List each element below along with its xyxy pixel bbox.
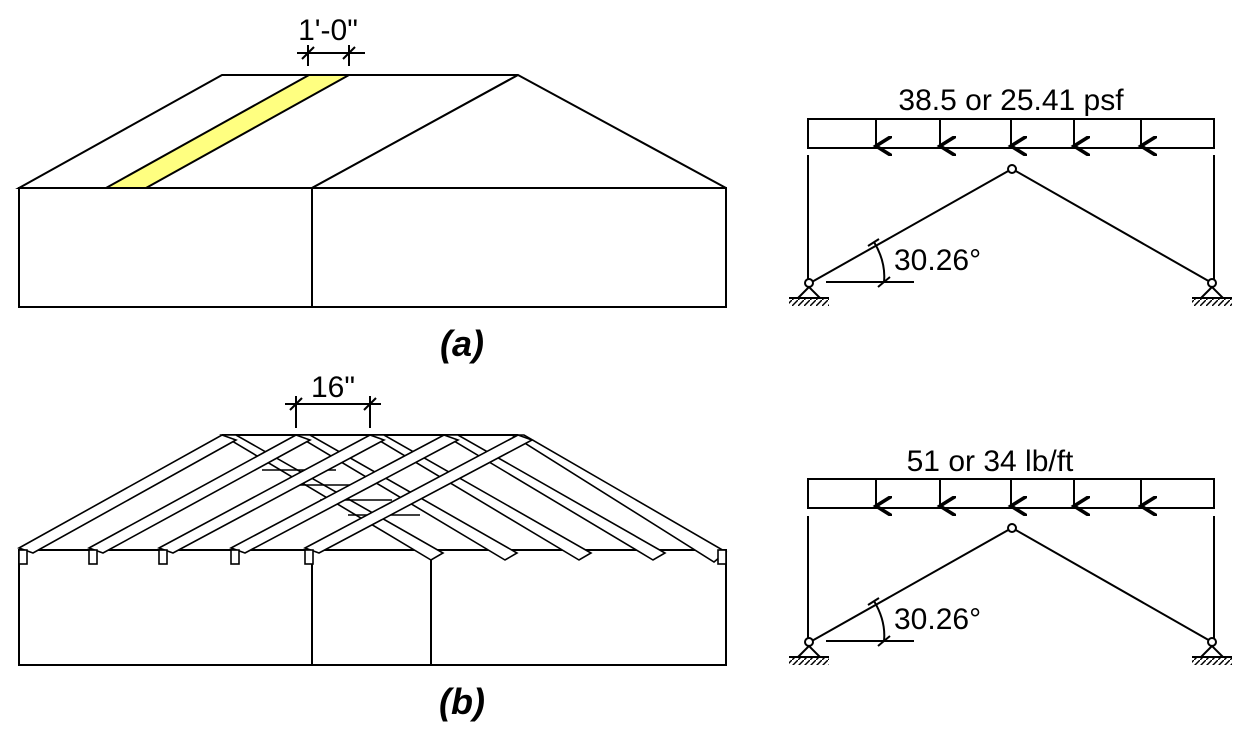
load-label-b: 51 or 34 lb/ft xyxy=(907,445,1074,478)
apex-hinge xyxy=(1007,523,1017,533)
tributary-strip xyxy=(102,74,353,189)
pin-support-right xyxy=(1192,637,1232,665)
rafter-left xyxy=(809,528,1011,643)
rafter-spacing-dimension: 16" xyxy=(285,371,381,428)
left-rafters xyxy=(17,434,534,554)
angle-dimension-a: 30.26° xyxy=(826,238,981,288)
wall-a xyxy=(18,187,727,308)
rafter-spacing-label: 16" xyxy=(311,371,355,404)
caption-a: (a) xyxy=(440,323,484,364)
strip-width-dimension: 1'-0" xyxy=(297,14,365,66)
load-label-a: 38.5 or 25.41 psf xyxy=(898,84,1124,117)
roof-b-drawing xyxy=(17,434,728,666)
structural-model-b: 51 or 34 lb/ft 30.26° xyxy=(789,445,1232,665)
right-rafters xyxy=(219,434,728,563)
rafter-right xyxy=(1013,169,1213,284)
angle-dimension-b: 30.26° xyxy=(826,597,981,647)
angle-label-a: 30.26° xyxy=(894,244,981,277)
caption-b: (b) xyxy=(439,681,485,722)
roof-a-drawing xyxy=(15,73,727,308)
rafter-left xyxy=(809,169,1011,284)
structural-model-a: 38.5 or 25.41 psf 30.26° xyxy=(789,84,1232,306)
rafter-tails xyxy=(18,549,727,565)
apex-hinge xyxy=(1007,164,1017,174)
strip-width-label: 1'-0" xyxy=(298,14,358,47)
pin-support-left xyxy=(789,637,829,665)
rafter-right xyxy=(1013,528,1213,643)
pin-support-left xyxy=(789,278,829,306)
wall-b xyxy=(18,549,727,666)
roof-a-right-plane xyxy=(311,73,727,189)
pin-support-right xyxy=(1192,278,1232,306)
angle-label-b: 30.26° xyxy=(894,603,981,636)
